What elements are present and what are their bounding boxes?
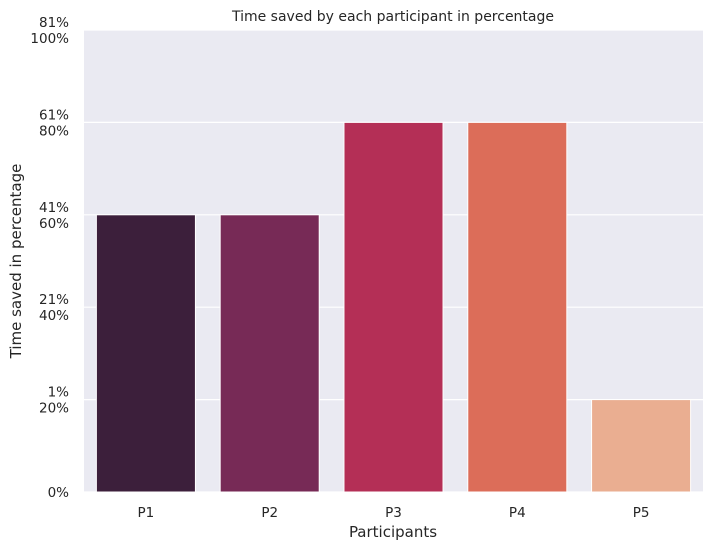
bar-p4 <box>467 121 568 493</box>
y-tick-label: 0% <box>48 485 70 501</box>
y-tick-label: 61% <box>39 107 69 123</box>
bar-p2 <box>219 214 320 493</box>
bar-p1 <box>95 214 196 493</box>
bars <box>95 121 692 493</box>
y-tick-label: 41% <box>39 200 69 216</box>
x-tick-label-p4: P4 <box>509 505 526 521</box>
y-tick-label: 20% <box>39 401 69 417</box>
y-tick-label: 100% <box>30 31 69 47</box>
y-tick-label: 81% <box>39 15 69 31</box>
y-tick-label: 1% <box>48 385 70 401</box>
y-tick-labels: 0% 1%20% 21%40% 41%60% 61%80% 81%100% <box>30 15 69 501</box>
y-tick-label: 80% <box>39 123 69 139</box>
x-tick-label-p5: P5 <box>633 505 650 521</box>
y-tick-label: 60% <box>39 216 69 232</box>
chart-title: Time saved by each participant in percen… <box>231 9 554 25</box>
bar-p5 <box>591 399 692 493</box>
x-tick-label-p2: P2 <box>261 505 278 521</box>
x-tick-labels: P1 P2 P3 P4 P5 <box>138 505 650 521</box>
y-axis-label: Time saved in percentage <box>7 164 25 360</box>
x-tick-label-p3: P3 <box>385 505 402 521</box>
y-tick-label: 21% <box>39 292 69 308</box>
y-tick-label: 40% <box>39 308 69 324</box>
bar-p3 <box>343 121 444 493</box>
x-axis-label: Participants <box>349 523 437 541</box>
x-tick-label-p1: P1 <box>138 505 155 521</box>
